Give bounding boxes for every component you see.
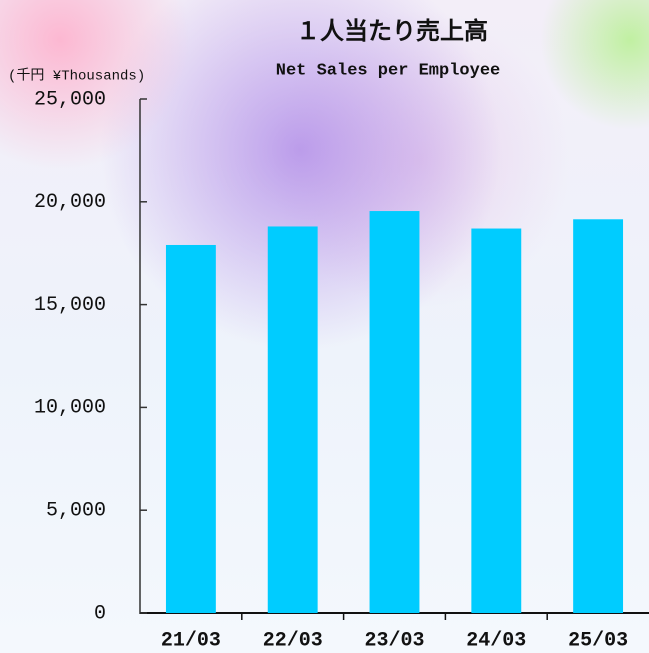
bar xyxy=(573,219,624,613)
x-tick-label: 22/03 xyxy=(263,629,323,652)
chart-subtitle: Net Sales per Employee xyxy=(276,61,500,80)
bar xyxy=(267,226,318,614)
y-tick-label: 0 xyxy=(94,602,106,625)
x-tick-label: 25/03 xyxy=(568,629,628,652)
y-tick-label: 5,000 xyxy=(46,499,106,522)
x-tick-label: 24/03 xyxy=(466,629,526,652)
chart-title: １人当たり売上高 xyxy=(296,17,488,45)
x-tick-label: 21/03 xyxy=(161,629,221,652)
y-tick-label: 20,000 xyxy=(34,191,106,214)
x-tick-label: 23/03 xyxy=(364,629,424,652)
y-tick-label: 25,000 xyxy=(34,88,106,111)
bar xyxy=(471,228,522,613)
y-tick-label: 10,000 xyxy=(34,397,106,420)
bar xyxy=(369,211,420,613)
y-tick-label: 15,000 xyxy=(34,294,106,317)
bar xyxy=(165,244,216,613)
unit-label: (千円 ¥Thousands) xyxy=(8,68,145,85)
